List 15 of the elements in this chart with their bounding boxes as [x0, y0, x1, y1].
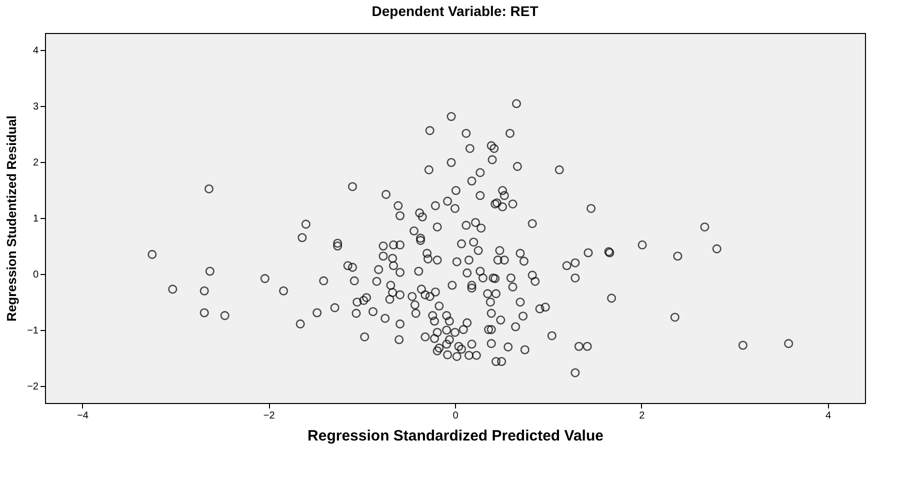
x-tick-label: −4 [77, 410, 89, 422]
y-tick-label: 2 [32, 157, 39, 168]
x-tick-label: 0 [452, 410, 459, 422]
y-axis-title: Regression Studentized Residual [4, 116, 20, 322]
y-tick-label: −2 [27, 382, 39, 393]
x-axis-title: Regression Standardized Predicted Value [308, 428, 604, 444]
y-tick-label: 0 [32, 270, 39, 281]
y-tick-label: 4 [32, 45, 39, 56]
y-tick-label: −1 [27, 326, 39, 337]
x-tick-label: 4 [825, 410, 832, 422]
y-tick-label: 3 [32, 101, 39, 112]
chart-title: Dependent Variable: RET [372, 3, 539, 19]
x-tick-label: −2 [263, 410, 276, 422]
x-tick-label: 2 [639, 410, 646, 422]
y-tick-label: 1 [32, 214, 39, 224]
